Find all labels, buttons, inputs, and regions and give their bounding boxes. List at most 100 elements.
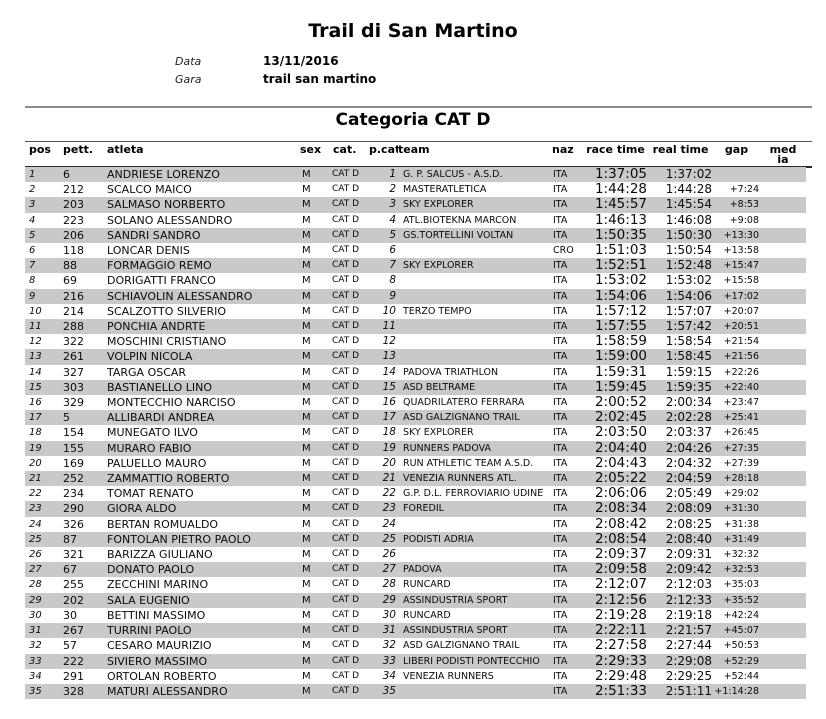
cell-team: G. P. SALCUS - A.S.D.: [398, 167, 550, 183]
cell-pos: 16: [29, 397, 42, 409]
cell-atleta: TURRINI PAOLO: [106, 623, 298, 639]
cell-pcat: 18: [382, 426, 396, 439]
cell-real: 2:03:37: [665, 425, 712, 440]
cell-media: [760, 243, 806, 258]
cell-race: 2:06:06: [594, 486, 647, 502]
cell-naz: ITA: [553, 305, 568, 317]
cell-pos: 7: [25, 258, 62, 274]
cell-media: [760, 227, 806, 244]
cell-real: 2:04:26: [648, 440, 713, 456]
cell-pett: 234: [63, 487, 84, 501]
cell-real: 1:59:15: [665, 364, 712, 379]
cell-cat: CAT D: [329, 501, 369, 517]
cell-naz: ITA: [550, 227, 583, 244]
cell-atleta: LONCAR DENIS: [107, 244, 190, 258]
cell-media: [760, 486, 806, 501]
cell-naz: ITA: [550, 258, 583, 274]
cell-team: MASTERATLETICA: [403, 184, 487, 196]
cell-sex: M: [298, 653, 329, 669]
cell-race: 2:27:58: [594, 638, 647, 654]
cell-pett: 57: [63, 639, 77, 653]
cell-sex: M: [298, 623, 329, 639]
cell-pcat: 26: [382, 548, 396, 561]
cell-pos: 12: [29, 336, 42, 348]
cell-pett: 267: [62, 623, 106, 639]
col-header-atleta: atleta: [107, 143, 144, 156]
cell-pett: 154: [63, 426, 84, 440]
cell-cat: CAT D: [332, 549, 360, 560]
cell-pett: 206: [62, 227, 106, 244]
cell-pos: 27: [25, 562, 62, 578]
cell-sex: M: [298, 288, 329, 304]
cell-real: 1:54:06: [648, 288, 713, 304]
cell-media: [760, 425, 806, 440]
cell-real: 1:53:02: [665, 273, 712, 288]
cell-naz: ITA: [553, 457, 568, 469]
cell-atleta: SALMASO NORBERTO: [106, 197, 298, 213]
cell-naz: ITA: [550, 471, 583, 487]
table-header-row: pos pett. atleta sex cat. p.cat team naz…: [25, 142, 806, 167]
cell-atleta: MONTECCHIO NARCISO: [107, 396, 236, 410]
cell-real: 1:57:42: [648, 319, 713, 335]
cell-team: ASD GALZIGNANO TRAIL: [398, 410, 550, 426]
cell-pett: 223: [63, 213, 84, 227]
cell-media: [760, 683, 806, 700]
cell-naz: ITA: [553, 397, 568, 409]
cell-gap: +45:07: [713, 623, 760, 639]
table-row: 28 255 ZECCHINI MARINO M CAT D 28 RUNCARD ITA 2:…: [25, 577, 806, 592]
cell-sex: M: [302, 549, 311, 561]
category-title: Categoria CAT D: [335, 110, 491, 130]
cell-team: QUADRILATERO FERRARA: [403, 397, 525, 409]
cell-team: [398, 334, 550, 349]
table-row: 16 329 MONTECCHIO NARCISO M CAT D 16 QUADRILAT…: [25, 395, 806, 410]
cell-naz: ITA: [550, 197, 583, 213]
cell-pos: 4: [29, 214, 36, 226]
cell-gap: +8:53: [713, 197, 760, 213]
cell-sex: M: [298, 471, 329, 487]
table-row: 9 216 SCHIAVOLIN ALESSANDRO M CAT D 9 ITA 1:54:…: [25, 288, 806, 304]
cell-team: LIBERI PODISTI PONTECCHIO: [398, 653, 550, 669]
cell-pos: 32: [29, 640, 42, 652]
cell-media: [760, 258, 806, 274]
cell-gap: +9:08: [729, 214, 759, 226]
cell-pett: 291: [63, 669, 84, 683]
table-row: 33 222 SIVIERO MASSIMO M CAT D 33 LIBERI PODIS…: [25, 653, 806, 669]
cell-team: PODISTI ADRIA: [398, 531, 550, 548]
table-row: 7 88 FORMAGGIO REMO M CAT D 7 SKY EXPLORER ITA 1…: [25, 258, 806, 274]
cell-pett: 321: [63, 548, 84, 562]
cell-gap: +50:53: [723, 640, 759, 652]
cell-atleta: GIORA ALDO: [106, 501, 298, 517]
cell-atleta: SANDRI SANDRO: [106, 227, 298, 244]
col-header-pos: pos: [29, 143, 51, 156]
cell-pos: 3: [25, 197, 62, 213]
col-header-cat: cat.: [333, 143, 357, 156]
cell-pett: 30: [63, 608, 77, 622]
cell-naz: ITA: [550, 379, 583, 396]
cell-media: [760, 577, 806, 592]
cell-race: 1:45:57: [583, 197, 648, 213]
cell-pett: 290: [62, 501, 106, 517]
cell-sex: M: [302, 640, 311, 652]
cell-pcat: 12: [382, 335, 396, 348]
table-row: 21 252 ZAMMATTIO ROBERTO M CAT D 21 VENEZIA RU…: [25, 471, 806, 487]
cell-race: 1:51:03: [594, 243, 647, 259]
table-row: 26 321 BARIZZA GIULIANO M CAT D 26 ITA 2:09:37 2…: [25, 547, 806, 562]
section-divider-top: [25, 106, 812, 108]
cell-media: [760, 608, 806, 623]
cell-race: 2:29:48: [594, 668, 647, 684]
cell-pcat: 9: [369, 288, 398, 304]
meta-row-gara: Gara trail san martino: [175, 69, 376, 87]
table-row: 27 67 DONATO PAOLO M CAT D 27 PADOVA ITA 2:09:58…: [25, 562, 806, 578]
cell-team: FOREDIL: [398, 501, 550, 517]
cell-race: 1:52:51: [583, 258, 648, 274]
cell-naz: ITA: [550, 319, 583, 335]
cell-team: [398, 288, 550, 304]
cell-naz: ITA: [553, 214, 568, 226]
table-row: 24 326 BERTAN ROMUALDO M CAT D 24 ITA 2:08:42 2:…: [25, 517, 806, 532]
cell-atleta: TOMAT RENATO: [107, 487, 194, 501]
cell-gap: +25:41: [713, 410, 760, 426]
cell-gap: +20:51: [713, 319, 760, 335]
cell-pett: 252: [62, 471, 106, 487]
cell-gap: +32:32: [723, 549, 759, 561]
cell-atleta: DORIGATTI FRANCO: [107, 274, 216, 288]
